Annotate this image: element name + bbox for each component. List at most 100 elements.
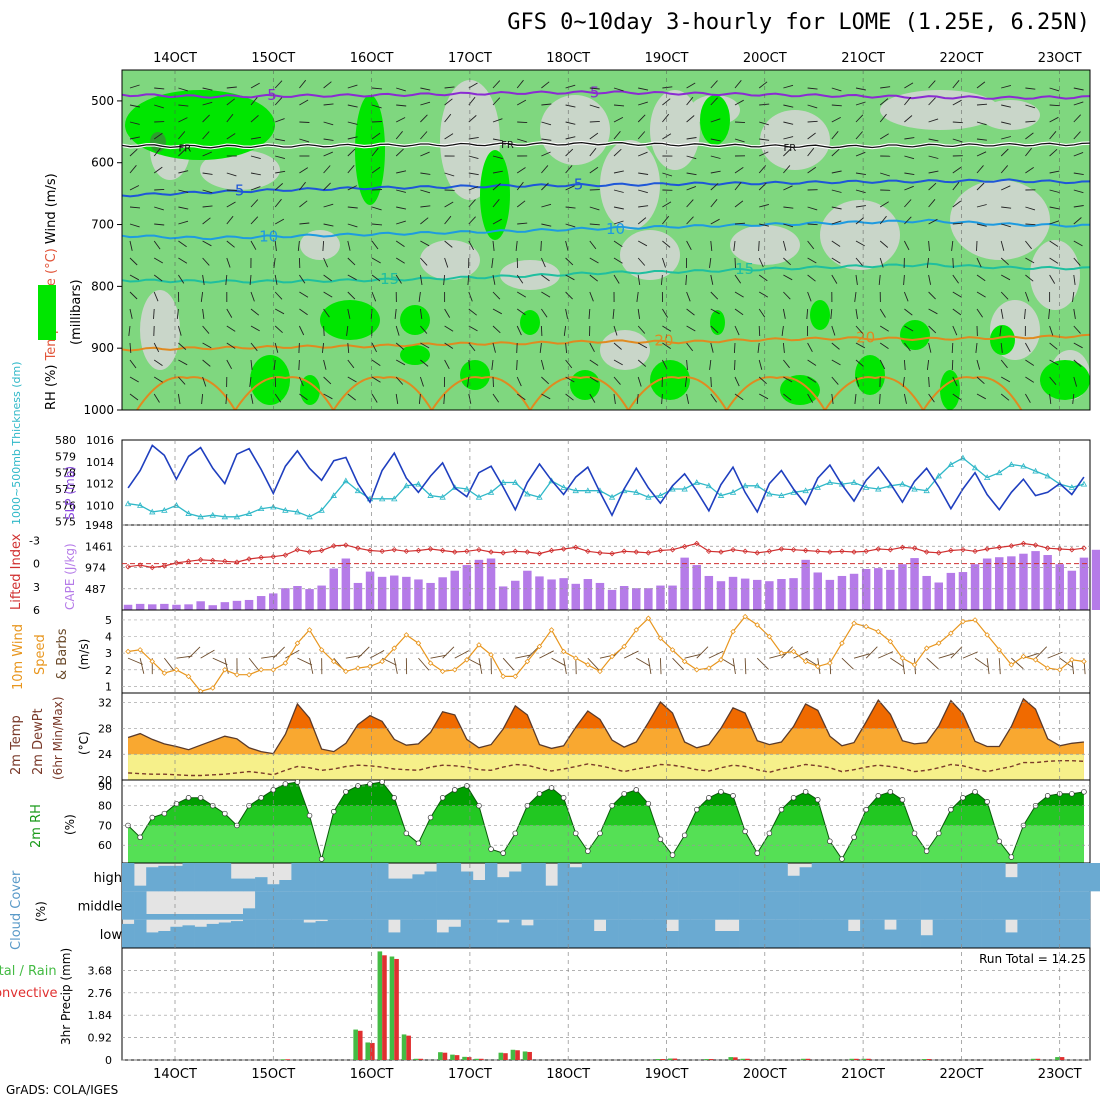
upper-y-tick-label: 1000 <box>83 403 114 417</box>
wind-barb <box>178 220 189 225</box>
rh-marker <box>863 806 869 813</box>
wind-barb <box>831 131 839 140</box>
wind-barb <box>541 165 549 174</box>
precip-tick-label: 2.76 <box>88 987 113 1000</box>
wind-barb <box>153 342 160 353</box>
thickness-tick-label: 575 <box>55 516 76 529</box>
cloud-low-bar <box>170 926 183 948</box>
li-marker <box>754 550 761 556</box>
rh-marker <box>633 787 639 793</box>
isotherm-line <box>121 333 1091 352</box>
wind-barb <box>662 359 668 370</box>
wind-barb <box>855 257 863 266</box>
li-tick-label: 3 <box>33 581 40 594</box>
wind-barb <box>323 393 333 400</box>
cape-bar <box>595 582 605 610</box>
cape-bar <box>365 571 375 610</box>
cloud-middle-bar <box>327 891 341 920</box>
wind-barb <box>783 223 794 228</box>
wind-barb <box>952 257 954 269</box>
wind-barb <box>565 240 569 251</box>
wind-barb <box>976 257 982 268</box>
high-rh-patch <box>250 355 290 405</box>
li-marker <box>282 552 289 558</box>
wind-barb <box>734 181 742 191</box>
cloud-high-bar <box>545 885 558 892</box>
wind-barb <box>516 99 527 106</box>
temp-tick-label: 32 <box>98 697 112 710</box>
wind-barb <box>226 189 237 191</box>
rh-legend-swatch <box>38 285 56 340</box>
wind-barb <box>976 165 984 174</box>
wind-barb <box>1025 376 1035 383</box>
wind-barb <box>928 376 930 388</box>
wind-barb <box>662 308 668 318</box>
cloud-middle-bar <box>388 891 401 920</box>
rh-marker <box>621 791 627 797</box>
li-marker <box>875 546 882 552</box>
wind-barb <box>154 87 165 90</box>
thickness-marker <box>415 480 422 487</box>
wind-barb <box>733 240 736 251</box>
rh-marker <box>790 795 797 801</box>
cloud-high-bar <box>327 863 341 892</box>
rh-marker <box>1044 793 1051 799</box>
wind-barb <box>444 359 450 370</box>
wind-barb <box>177 325 182 336</box>
wind-barb <box>565 104 576 108</box>
cape-bar <box>619 586 629 610</box>
wind-barb <box>637 308 641 319</box>
cape-bar <box>353 582 363 610</box>
wind-barb <box>492 155 503 160</box>
wind-barb <box>588 308 591 320</box>
wind-barb <box>1024 308 1026 320</box>
wind-barb <box>613 359 623 366</box>
cloud-middle-bar <box>920 891 933 920</box>
wind-speed-marker <box>222 666 228 673</box>
rh-marker <box>814 797 821 803</box>
wind-barb <box>396 189 407 193</box>
wind-barb <box>686 308 695 316</box>
wind-speed-line <box>128 615 1084 692</box>
cloud-high-bar <box>351 863 365 892</box>
wind-barb <box>202 172 213 175</box>
wind10-barb <box>551 657 566 667</box>
wind-barb <box>879 308 886 318</box>
wind10-barb <box>660 658 662 675</box>
cloud-middle-bar <box>533 891 546 920</box>
wind-barb <box>347 104 358 108</box>
cloud-high-bar <box>848 863 861 892</box>
cape-bar <box>692 565 701 610</box>
wind-ylabel: 10m Wind <box>11 624 26 690</box>
wind-barb <box>347 393 356 401</box>
wind-barb <box>904 240 910 251</box>
wind-barb <box>952 222 963 225</box>
cloud-middle-bar <box>1017 891 1030 920</box>
wind-barb <box>541 81 550 89</box>
bottom-date-label: 23OCT <box>1038 1067 1082 1082</box>
wind-barb <box>274 291 283 300</box>
cape-bar <box>511 580 520 610</box>
wind-barb <box>759 138 770 141</box>
wind-barb <box>710 274 714 285</box>
wind-barb <box>709 359 712 370</box>
wind-barb <box>323 223 334 227</box>
cloud-middle-bar <box>727 891 740 920</box>
wind-barb <box>299 308 308 316</box>
wind-barb <box>589 376 599 383</box>
cape-bar <box>910 558 919 610</box>
wind-barb <box>904 155 915 160</box>
wind-barb <box>686 96 694 106</box>
precip-conv-bar <box>515 1050 520 1060</box>
precip-conv-bar <box>854 1058 859 1060</box>
surface-isotherm-loop <box>234 376 335 411</box>
precip-conv-bar <box>745 1058 750 1060</box>
li-marker <box>718 549 724 555</box>
cloud-high-bar <box>400 878 413 892</box>
wind-barb <box>274 198 282 208</box>
cloud-middle-bar <box>848 891 861 920</box>
wind-barb <box>250 155 261 160</box>
wind-speed-marker <box>669 647 676 653</box>
wind10-barb <box>272 646 285 659</box>
